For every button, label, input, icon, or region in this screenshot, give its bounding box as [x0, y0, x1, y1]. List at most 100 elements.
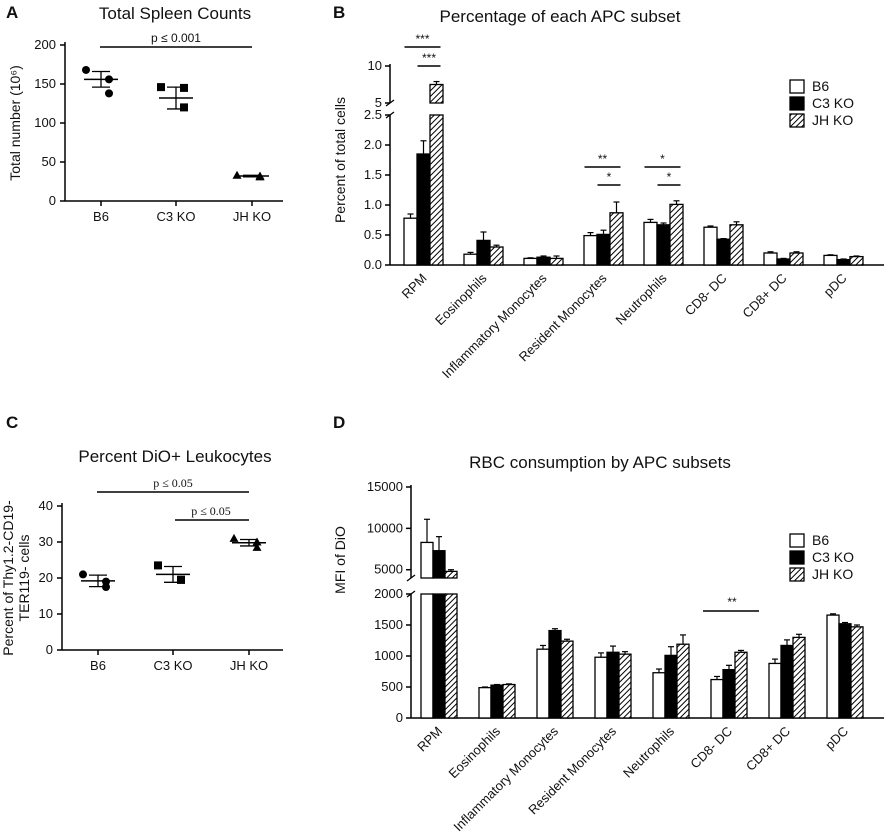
x-tick-label-C: B6: [90, 658, 106, 673]
bar-B-JH KO: [729, 224, 744, 266]
data-point-C: [177, 575, 185, 584]
y-tick-label-C: 0: [46, 642, 53, 657]
y-tick-label-B: 5: [375, 95, 382, 110]
bar-B-C3 KO: [836, 258, 851, 266]
bar-B-JH KO: [789, 252, 804, 266]
x-tick-label-D: Eosinophils: [445, 723, 503, 781]
x-tick-label-B: CD8+ DC: [739, 271, 789, 321]
data-point-A: [180, 83, 188, 92]
bar-D-C3 KO: [664, 654, 678, 719]
x-tick-label-B: Neutrophils: [613, 270, 670, 327]
panel-letter-A: A: [6, 3, 18, 22]
legend-swatch-B: [789, 96, 805, 111]
y-axis-label-D: MFI of DiO: [332, 526, 348, 594]
data-point-C: [229, 533, 239, 542]
y-tick-label-D: 2000: [374, 586, 403, 601]
bar-B-JH KO: [849, 255, 864, 266]
bar-B-JH KO: [429, 114, 444, 266]
x-tick-label-B: RPM: [399, 271, 430, 302]
x-tick-label-B: Eosinophils: [432, 270, 490, 328]
x-tick-label-B: CD8- DC: [682, 271, 730, 319]
legend-swatch-B: [789, 79, 805, 94]
data-point-A: [232, 170, 242, 179]
bar-D-B6: [420, 541, 434, 579]
bar-D-JH KO: [618, 653, 632, 719]
chart-title-A: Total Spleen Counts: [99, 4, 251, 23]
bar-D-JH KO: [676, 643, 690, 719]
bar-B-C3 KO: [536, 256, 551, 266]
y-tick-label-C: 30: [39, 534, 53, 549]
bar-B-JH KO: [549, 257, 564, 266]
bar-D-C3 KO: [780, 644, 794, 719]
legend-swatch-D: [789, 533, 805, 548]
y-tick-label-C: 10: [39, 606, 53, 621]
x-tick-label-A: JH KO: [233, 209, 271, 224]
bar-D-B6: [594, 656, 608, 719]
x-tick-label-D: CD8- DC: [687, 724, 735, 772]
significance-label-B: *: [660, 152, 665, 166]
panel-letter-D: D: [333, 413, 345, 432]
y-axis-label-B: Percent of total cells: [332, 97, 348, 223]
y-tick-label-D: 0: [396, 710, 403, 725]
data-point-C: [79, 570, 87, 579]
y-tick-label-D: 1500: [374, 617, 403, 632]
bar-B-B6: [643, 221, 658, 266]
bar-D-C3 KO: [606, 651, 620, 719]
bar-D-JH KO: [560, 640, 574, 719]
chart-title-B: Percentage of each APC subset: [440, 7, 681, 26]
bar-D-JH KO: [792, 636, 806, 719]
x-tick-label-D: CD8+ DC: [743, 724, 793, 774]
significance-label-A: p ≤ 0.001: [151, 31, 201, 45]
chart-title-D: RBC consumption by APC subsets: [469, 453, 731, 472]
bar-B-C3 KO: [596, 233, 611, 266]
bar-D-C3 KO: [722, 668, 736, 719]
significance-label-C: p ≤ 0.05: [153, 476, 193, 490]
bar-D-JH KO: [444, 570, 458, 579]
axis-break-mark-D: [406, 574, 416, 582]
panel-letter-C: C: [6, 413, 18, 432]
significance-label-B: ***: [422, 51, 436, 65]
x-tick-label-A: C3 KO: [156, 209, 195, 224]
x-tick-label-C: C3 KO: [153, 658, 192, 673]
legend-label-D: C3 KO: [812, 549, 854, 565]
legend-swatch-D: [789, 550, 805, 565]
bar-B-C3 KO: [656, 224, 671, 266]
legend-label-D: B6: [812, 532, 829, 548]
bar-D-JH KO: [850, 626, 864, 719]
bar-B-B6: [703, 226, 718, 266]
significance-label-D: **: [727, 595, 737, 609]
x-tick-label-B: Inflammatory Monocytes: [439, 270, 550, 381]
bar-D-B6: [420, 593, 434, 719]
data-point-C: [252, 537, 262, 546]
y-tick-label-C: 40: [39, 498, 53, 513]
legend-swatch-B: [789, 113, 805, 128]
y-tick-label-B: 2.5: [364, 107, 382, 122]
y-tick-label-D: 10000: [367, 520, 403, 535]
bar-B-JH KO: [669, 203, 684, 266]
y-tick-label-B: 1.5: [364, 167, 382, 182]
data-point-A: [82, 65, 90, 74]
x-tick-label-D: RPM: [414, 724, 445, 755]
bar-D-C3 KO: [432, 593, 446, 719]
y-axis-label-A: Total number (10⁶): [7, 65, 23, 180]
significance-label-B: ***: [415, 32, 429, 46]
bar-B-B6: [583, 234, 598, 266]
bar-B-C3 KO: [416, 153, 431, 266]
bar-D-B6: [826, 614, 840, 719]
bar-B-C3 KO: [716, 238, 731, 266]
y-tick-label-B: 2.0: [364, 137, 382, 152]
y-axis-label-C: Percent of Thy1.2-CD19-: [0, 500, 16, 656]
legend-label-B: JH KO: [812, 112, 853, 128]
y-tick-label-B: 0.5: [364, 227, 382, 242]
bar-D-B6: [768, 662, 782, 719]
significance-label-B: *: [667, 170, 672, 184]
y-tick-label-A: 150: [34, 76, 56, 91]
bar-D-C3 KO: [432, 550, 446, 579]
bar-B-C3 KO: [776, 258, 791, 266]
bar-D-B6: [478, 686, 492, 719]
chart-title-C: Percent DiO+ Leukocytes: [78, 447, 271, 466]
y-tick-label-D: 1000: [374, 648, 403, 663]
y-tick-label-D: 15000: [367, 479, 403, 494]
legend-swatch-D: [789, 567, 805, 582]
